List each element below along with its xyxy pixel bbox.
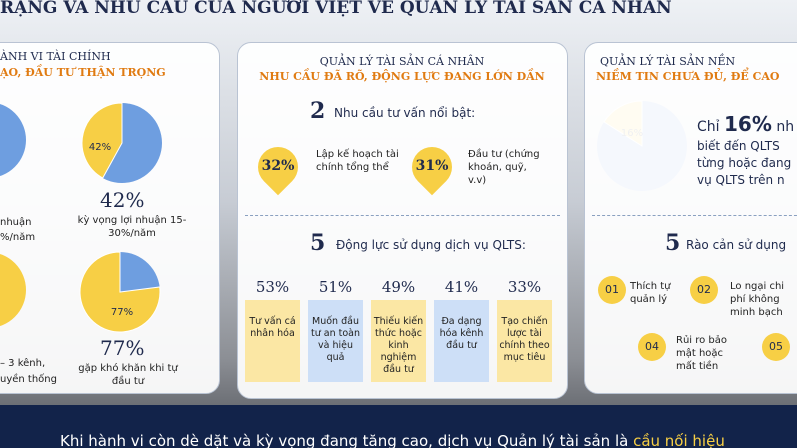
num: 05 <box>762 333 790 361</box>
driver-pct: 53% <box>255 278 290 296</box>
footer-text: Khi hành vi còn dè dặt và kỳ vọng đang t… <box>60 432 725 448</box>
driver-box: Thiếu kiến thức hoặc kinh nghiệm đầu tư <box>371 300 426 382</box>
panel-title: ÀNH VI TÀI CHÍNH <box>0 50 111 63</box>
pct: 31% <box>415 158 449 174</box>
stat-text: kỳ vọng lợi nhuận 15-30%/năm <box>77 215 187 239</box>
cut-pie <box>0 253 26 327</box>
pct: 32% <box>261 158 295 174</box>
section-title: Rào cản sử dụng <box>686 238 787 252</box>
panel-subtitle: NIỀM TIN CHƯA ĐỦ, ĐỂ CAO <box>596 70 780 83</box>
num: 04 <box>638 333 666 361</box>
panel-subtitle: NHU CẦU ĐÃ RÕ, ĐỘNG LỰC ĐANG LỚN DẦN <box>259 70 545 83</box>
cut-text: uyền thống <box>0 374 57 385</box>
stat-line: từng hoặc đang <box>697 156 792 170</box>
stat: 16% <box>724 112 772 136</box>
driver-pct: 41% <box>444 278 479 296</box>
stat-text: gặp khó khăn khi tự đầu tư <box>78 363 178 387</box>
driver-pct: 51% <box>318 278 353 296</box>
barrier-text: Lo ngại chi phí không minh bạch <box>730 281 785 318</box>
footer <box>0 405 797 448</box>
stat-post: nh <box>776 119 795 135</box>
cut-text: nhuận <box>0 217 32 228</box>
barrier-text: Thích tự quản lý <box>630 281 671 305</box>
driver-pct: 49% <box>381 278 416 296</box>
driver-box: Đa dạng hóa kênh đầu tư <box>434 300 489 382</box>
driver-box: Tạo chiến lược tài chính theo mục tiêu <box>497 300 552 382</box>
cut-pie <box>0 103 26 177</box>
pie-slice <box>79 251 161 333</box>
page-title: RẠNG VÀ NHU CẦU CỦA NGƯỜI VIỆT VỀ QUẢN L… <box>0 0 672 18</box>
stat-line: Chỉ 16% nh <box>697 112 794 136</box>
footer-highlight: cầu nối hiệu <box>633 432 725 448</box>
num: 01 <box>598 276 626 304</box>
cut-text: – 3 kênh, <box>0 358 46 369</box>
count: 5 <box>665 230 681 256</box>
count: 5 <box>310 230 326 256</box>
cut-text: %/năm <box>0 232 36 243</box>
panel-title: QUẢN LÝ TÀI SẢN NỀN <box>600 55 736 68</box>
need-text: Đầu tư (chứng khoán, quỹ, v.v) <box>468 149 540 186</box>
stat-line: biết đến QLTS <box>697 139 780 153</box>
section-title: Nhu cầu tư vấn nổi bật: <box>334 106 476 120</box>
footer-main: Khi hành vi còn dè dặt và kỳ vọng đang t… <box>60 432 634 448</box>
pie-label: 42% <box>89 142 111 153</box>
driver-box: Muốn đầu tư an toàn và hiệu quả <box>308 300 363 382</box>
stat-lines: biết đến QLTS từng hoặc đang vụ QLTS trê… <box>697 138 791 189</box>
section-title: Động lực sử dụng dịch vụ QLTS: <box>336 238 526 252</box>
panel-subtitle: ẠO, ĐẦU TƯ THẬN TRỌNG <box>0 66 166 79</box>
pie-slice <box>81 102 123 179</box>
panel-title: QUẢN LÝ TÀI SẢN CÁ NHÂN <box>319 55 485 68</box>
left-panel <box>0 42 220 394</box>
driver-box: Tư vấn cá nhân hóa <box>245 300 300 382</box>
divider <box>245 215 560 216</box>
divider <box>592 215 797 216</box>
barrier-text: Rủi ro bảo mật hoặc mất tiền <box>676 335 728 372</box>
stat-pre: Chỉ <box>697 119 720 135</box>
need-text: Lập kế hoạch tài chính tổng thể <box>316 149 399 173</box>
stat: 42% <box>100 188 145 212</box>
pie-label: 77% <box>111 307 133 318</box>
num: 02 <box>690 276 718 304</box>
stat-line: vụ QLTS trên n <box>697 173 785 187</box>
stat: 77% <box>100 336 145 360</box>
right-panel <box>584 42 797 394</box>
count: 2 <box>310 98 326 124</box>
driver-pct: 33% <box>507 278 542 296</box>
